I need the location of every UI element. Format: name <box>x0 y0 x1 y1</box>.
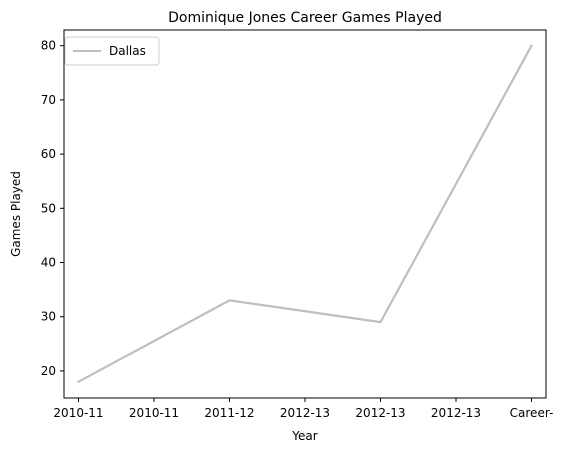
series-line-dallas <box>77 44 533 383</box>
y-tick-label: 20 <box>41 364 56 378</box>
x-tick-label: 2012-13 <box>280 406 330 420</box>
x-tick-label: 2010-11 <box>53 406 103 420</box>
series-group <box>77 44 533 383</box>
legend-label-dallas: Dallas <box>109 44 146 58</box>
y-axis-label: Games Played <box>9 171 23 257</box>
x-tick-label: 2012-13 <box>431 406 481 420</box>
legend-box <box>64 36 160 66</box>
y-tick-label: 80 <box>41 39 56 53</box>
x-axis: 2010-11 2010-11 2011-12 2012-13 2012-13 2012-… <box>53 398 553 420</box>
y-tick-label: 70 <box>41 93 56 107</box>
chart-title: Dominique Jones Career Games Played <box>168 10 442 26</box>
x-axis-label: Year <box>291 429 317 443</box>
y-tick-label: 60 <box>41 147 56 161</box>
y-tick-label: 50 <box>41 201 56 215</box>
x-tick-label: 2011-12 <box>204 406 254 420</box>
x-tick-label: 2010-11 <box>129 406 179 420</box>
plot-area <box>63 29 547 399</box>
y-tick-label: 40 <box>41 256 56 270</box>
y-axis: 20 30 40 50 60 70 80 <box>41 39 64 378</box>
x-tick-label: 2012-13 <box>355 406 405 420</box>
y-tick-label: 30 <box>41 310 56 324</box>
legend: Dallas <box>64 36 160 66</box>
x-tick-label: Career- <box>510 406 554 420</box>
